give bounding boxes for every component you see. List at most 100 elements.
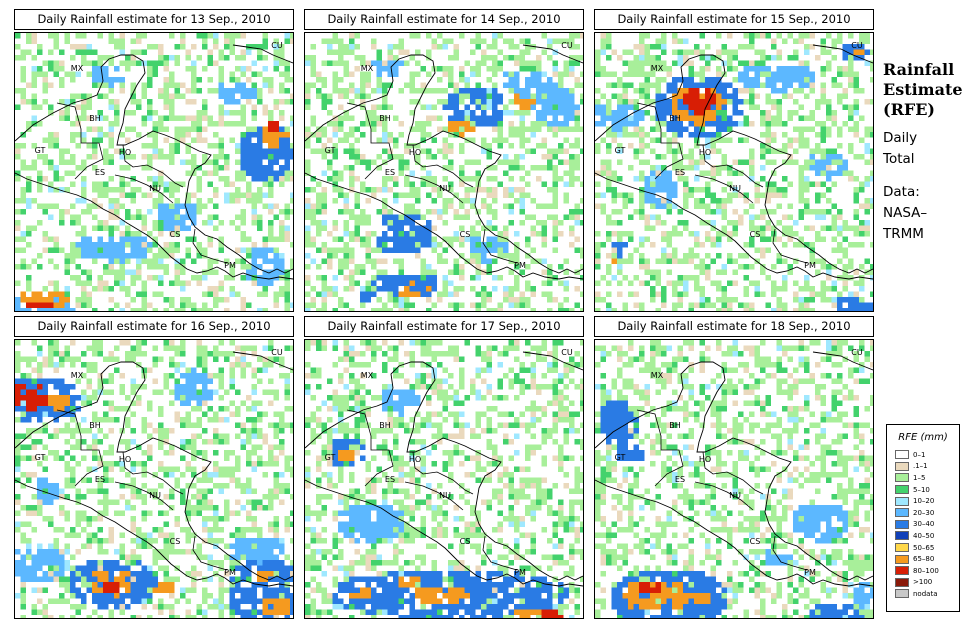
rain-cell [848,82,854,88]
rain-cell-heavy [754,66,760,72]
rain-cell [246,192,252,198]
rain-cell [699,264,705,270]
rain-cell [552,220,558,226]
rain-cell [574,165,580,171]
rain-cell [837,143,843,149]
rain-cell-heavy [672,82,678,88]
rain-cell [793,126,799,132]
rain-cell [628,198,634,204]
rain-cell [169,302,175,308]
rain-cell [152,236,158,242]
rain-cell [224,44,230,50]
rain-cell [108,38,114,44]
rain-cell [655,66,661,72]
rain-cell-heavy [224,99,230,105]
rain-cell [235,192,241,198]
rain-cell [229,275,235,281]
rain-cell [595,264,601,270]
rain-cell [20,187,26,193]
rain-cell [158,93,164,99]
rain-cell [727,302,733,308]
rain-cell-heavy [798,77,804,83]
rain-cell [310,220,316,226]
rain-cell [218,154,224,160]
rain-cell [180,455,186,461]
rain-cell [655,60,661,66]
rain-cell [218,66,224,72]
rain-cell [268,422,274,428]
rain-cell [321,220,327,226]
rain-cell-heavy [666,121,672,127]
rain-cell [119,49,125,55]
rain-cell [826,187,832,193]
rain-cell [842,71,848,77]
rain-cell [442,236,448,242]
rain-cell [475,302,481,308]
rain-cell-heavy [404,236,410,242]
rain-cell [481,203,487,209]
rainfall-map: MX BH GT HO ES NU CS PM CU [304,32,584,312]
rain-cell [273,38,279,44]
rain-cell-heavy [42,308,48,311]
rain-cell-heavy [218,88,224,94]
rain-cell [727,66,733,72]
rain-cell [710,170,716,176]
rain-cell [426,154,432,160]
rain-cell [365,71,371,77]
rain-cell [235,214,241,220]
rain-cell [716,132,722,138]
rain-cell [284,286,290,292]
rain-cell [64,461,70,467]
rain-cell [141,143,147,149]
rain-cell-heavy [661,115,667,121]
rain-cell [70,159,76,165]
rain-cell [354,176,360,182]
rain-cell [398,159,404,165]
rain-cell-heavy [273,126,279,132]
rain-cell [721,302,727,308]
rain-cell [437,291,443,297]
rain-cell [64,291,70,297]
rain-cell [508,286,514,292]
rain-cell-heavy [793,77,799,83]
rain-cell [64,345,70,351]
rain-cell [224,389,230,395]
rain-cell [552,148,558,154]
rain-cell [213,302,219,308]
rain-cell [820,88,826,94]
rain-cell [246,345,252,351]
rain-cell [569,55,575,61]
rain-cell [771,192,777,198]
rain-cell-heavy [716,93,722,99]
rain-cell [552,132,558,138]
rain-cell-heavy [464,104,470,110]
rain-cell-heavy [246,137,252,143]
rain-cell-heavy [470,110,476,116]
rain-cell [92,82,98,88]
rain-cell-heavy [453,110,459,116]
rain-cell [611,170,617,176]
rain-cell [191,450,197,456]
rain-cell [732,159,738,165]
rain-cell [716,236,722,242]
rain-cell [119,60,125,66]
rain-cell [130,88,136,94]
rain-cell-heavy [48,297,54,303]
rain-cell [716,170,722,176]
rain-cell-heavy [688,121,694,127]
rain-cell [699,297,705,303]
rain-cell [114,225,120,231]
rain-cell-heavy [699,132,705,138]
country-label: ES [675,168,685,177]
rain-cell [279,411,285,417]
rain-cell [437,33,443,39]
rain-cell [688,49,694,55]
rain-cell [191,66,197,72]
rain-cell [705,192,711,198]
rain-cell [793,258,799,264]
rain-cell [617,93,623,99]
rain-cell-heavy [268,275,274,281]
rain-cell [224,33,230,39]
rain-cell [815,209,821,215]
rain-cell [125,55,131,61]
